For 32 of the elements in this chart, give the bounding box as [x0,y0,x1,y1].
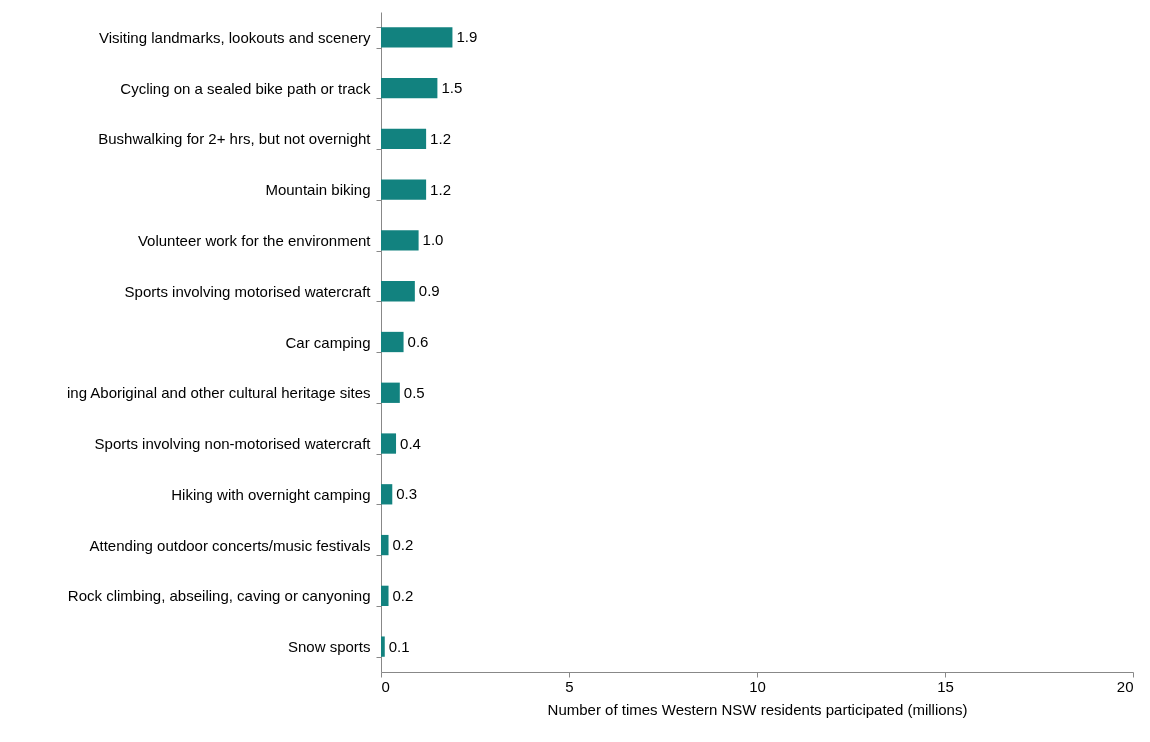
y-tick-label: Mountain biking [265,181,371,199]
data-label: 0.5 [403,383,425,401]
data-label: 0.2 [392,536,414,554]
y-tick-label: Sports involving non-motorised watercraft [94,435,372,453]
x-tick-label: 5 [565,677,574,695]
data-label: 0.2 [392,586,414,604]
x-tick-label: 15 [937,677,954,695]
data-label: 1.2 [430,129,451,147]
data-label: 0.4 [400,434,421,452]
x-tick-label: 10 [749,677,766,695]
data-label: 1.2 [430,180,451,198]
y-tick-label: Hiking with overnight camping [171,485,371,503]
y-tick-label: Volunteer work for the environment [137,231,372,249]
y-tick-label: Rock climbing, abseiling, caving or canyoning [67,587,371,605]
data-label: 1.9 [456,28,478,46]
data-label: 1.5 [441,79,463,97]
y-tick-label: Visiting landmarks, lookouts and scenery [98,28,371,46]
y-tick-label: Bushwalking for 2+ hrs, but not overnight [98,130,372,148]
data-label: 0.1 [388,637,410,655]
x-axis-title: Number of times Western NSW residents participated (millions) [547,700,968,718]
data-label: 0.6 [407,333,429,350]
y-tick-label: ing Aboriginal and other cultural heritage sites [66,384,371,402]
y-tick-label: Attending outdoor concerts/music festivals [89,536,371,554]
y-tick-label: Car camping [285,333,371,351]
x-tick-label: 0 [381,677,390,695]
y-tick-label: Sports involving motorised watercraft [124,282,372,300]
y-tick-label: Cycling on a sealed bike path or track [120,79,371,97]
x-tick-label: 20 [1116,677,1134,695]
data-label: 0.3 [396,485,418,503]
data-label: 0.9 [418,282,440,300]
data-label: 1.0 [422,231,444,249]
y-tick-label: Snow sports [287,638,371,656]
